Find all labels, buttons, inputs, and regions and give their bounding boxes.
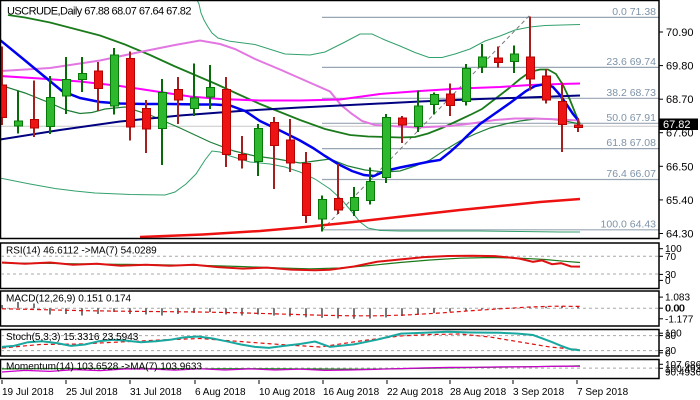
svg-text:65.40: 65.40 <box>666 195 694 207</box>
svg-text:107.6865: 107.6865 <box>665 360 700 371</box>
svg-text:64.30: 64.30 <box>666 229 694 241</box>
svg-text:100.0 64.43: 100.0 64.43 <box>601 218 657 230</box>
svg-text:22 Aug 2018: 22 Aug 2018 <box>387 387 444 398</box>
svg-text:0.0 71.38: 0.0 71.38 <box>612 6 656 18</box>
svg-text:Stoch(5,3,3) 15.3316 23.5943: Stoch(5,3,3) 15.3316 23.5943 <box>6 332 139 343</box>
svg-text:66.50: 66.50 <box>666 161 694 173</box>
svg-text:67.82: 67.82 <box>663 119 691 131</box>
svg-text:68.70: 68.70 <box>666 94 694 106</box>
svg-text:Momentum(14) 103.6528 ->MA(7): Momentum(14) 103.6528 ->MA(7) 103.9633 <box>6 362 202 373</box>
svg-text:38.2 68.73: 38.2 68.73 <box>606 87 656 99</box>
svg-text:76.4 66.07: 76.4 66.07 <box>606 168 656 180</box>
svg-text:80: 80 <box>665 331 677 342</box>
svg-text:100: 100 <box>665 329 682 340</box>
svg-text:RSI(14) 46.6112 ->MA(7) 54.02: RSI(14) 46.6112 ->MA(7) 54.0289 <box>6 246 157 257</box>
svg-text:100: 100 <box>665 244 682 255</box>
svg-text:23.6 69.74: 23.6 69.74 <box>606 56 656 68</box>
svg-text:70: 70 <box>665 252 677 263</box>
svg-text:90.4936: 90.4936 <box>665 367 700 378</box>
svg-text:25 Jul 2018: 25 Jul 2018 <box>66 387 118 398</box>
svg-text:31 Jul 2018: 31 Jul 2018 <box>130 387 182 398</box>
svg-text:100.4936: 100.4936 <box>665 364 700 375</box>
svg-text:69.80: 69.80 <box>666 61 694 73</box>
svg-text:10 Aug 2018: 10 Aug 2018 <box>259 387 316 398</box>
svg-text:USCRUDE,Daily 67.88 68.07 67.: USCRUDE,Daily 67.88 68.07 67.64 67.82 <box>7 6 191 18</box>
svg-text:-1.177: -1.177 <box>665 314 694 325</box>
svg-text:MACD(12,26,9) 0.151 0.174: MACD(12,26,9) 0.151 0.174 <box>6 294 132 305</box>
svg-text:0.00: 0.00 <box>666 304 686 315</box>
svg-text:30: 30 <box>665 270 677 281</box>
svg-text:0.00: 0.00 <box>665 304 685 315</box>
svg-text:28 Aug 2018: 28 Aug 2018 <box>450 387 507 398</box>
svg-text:6 Aug 2018: 6 Aug 2018 <box>195 387 246 398</box>
svg-text:19 Jul 2018: 19 Jul 2018 <box>2 387 54 398</box>
svg-text:50.0 67.91: 50.0 67.91 <box>606 112 656 124</box>
svg-text:1.083: 1.083 <box>665 293 690 304</box>
svg-text:20: 20 <box>665 346 677 357</box>
svg-text:3 Sep 2018: 3 Sep 2018 <box>513 387 565 398</box>
svg-text:61.8 67.08: 61.8 67.08 <box>606 137 656 149</box>
svg-text:0: 0 <box>665 348 671 359</box>
svg-text:70.90: 70.90 <box>666 27 694 39</box>
svg-text:0: 0 <box>665 276 671 287</box>
svg-text:67.60: 67.60 <box>666 128 694 140</box>
svg-text:16 Aug 2018: 16 Aug 2018 <box>323 387 380 398</box>
svg-text:7 Sep 2018: 7 Sep 2018 <box>577 387 629 398</box>
